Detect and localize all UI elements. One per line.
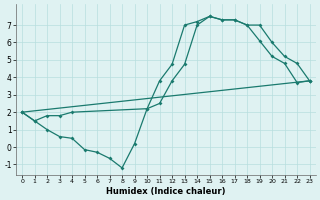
X-axis label: Humidex (Indice chaleur): Humidex (Indice chaleur) xyxy=(106,187,226,196)
